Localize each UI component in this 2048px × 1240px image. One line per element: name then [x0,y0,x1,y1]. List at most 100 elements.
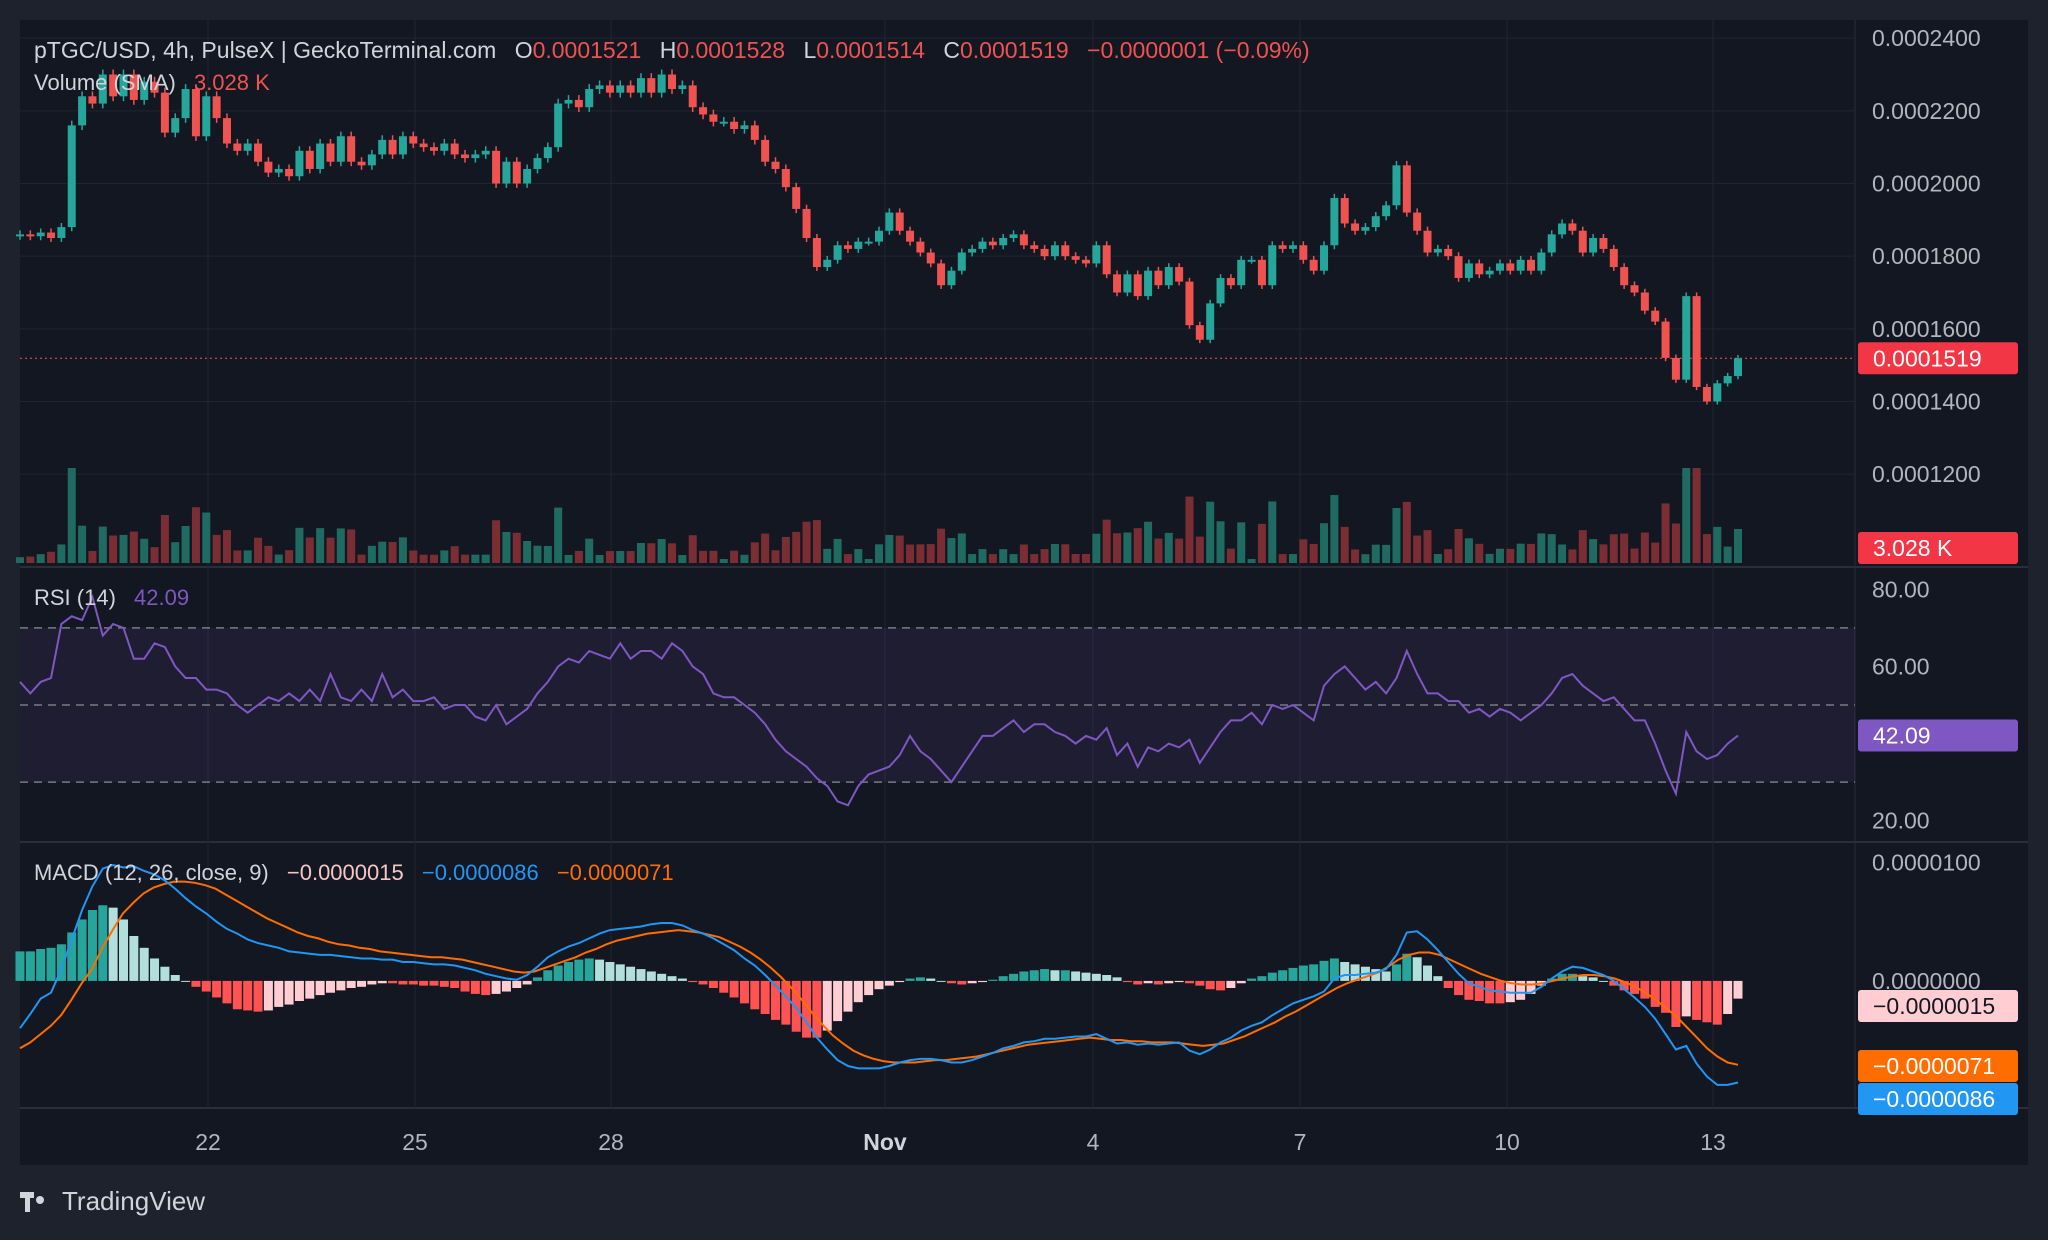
volume-bar [647,543,656,563]
price-tick-label: 0.0001200 [1872,461,1981,487]
candle-body [1558,223,1567,235]
volume-bar [626,551,635,563]
candle-body [67,125,76,228]
macd-histogram-bar [1267,972,1277,981]
macd-histogram-bar [294,980,304,1001]
volume-bar [1133,528,1142,563]
legend-macd-signal: −0.0000071 [557,860,674,885]
volume-bar [109,535,118,563]
macd-histogram-bar [77,919,87,981]
candle-body [378,139,387,155]
macd-histogram-bar [1464,980,1474,1000]
candle-body [1351,223,1360,231]
candle-body [812,238,821,268]
macd-pane: 0.0000100 0.0000000 [15,850,1981,1086]
tradingview-logo-icon [20,1191,54,1212]
volume-bar [988,554,997,563]
macd-histogram-bar [781,980,791,1025]
volume-bar [957,533,966,563]
volume-bar [1050,544,1059,563]
macd-histogram-bar [1143,980,1153,984]
volume-bar [1257,523,1266,563]
macd-histogram-bar [564,962,574,981]
candle-body [574,99,583,108]
volume-bar [574,550,583,563]
candle-body [47,232,56,238]
volume-bar [533,545,542,563]
macd-histogram-bar [1060,970,1070,981]
time-tick-label: 4 [1087,1129,1100,1155]
volume-bar [636,543,645,563]
candle-body [668,74,677,90]
macd-histogram-bar [1174,980,1184,983]
volume-bar [564,554,573,563]
macd-histogram-bar [1350,964,1360,981]
volume-bar [1423,530,1432,563]
macd-histogram-bar [605,962,615,981]
macd-histogram-bar [1236,980,1246,984]
macd-histogram-bar [1598,980,1608,982]
legend-rsi: RSI (14) 42.09 [34,585,189,610]
volume-bar [1092,533,1101,563]
macd-histogram-bar [636,969,646,981]
candle-body [699,107,708,115]
volume-bar [502,532,511,563]
volume-bar [875,544,883,563]
volume-bar [1061,544,1070,563]
macd-histogram-bar [1298,965,1308,981]
candle-body [264,161,273,173]
volume-badge: 3.028 K [1873,535,1953,561]
candle-body [1682,296,1691,380]
macd-histogram-bar [667,976,677,981]
volume-bar [843,554,852,563]
macd-histogram-bar [67,932,77,981]
rsi-value-badge: 42.09 [1873,723,1931,749]
price-tick-label: 0.0001800 [1872,243,1981,269]
volume-bar [1351,549,1360,563]
macd-histogram-bar [439,980,449,987]
legend-high-value: 0.0001528 [676,37,785,63]
candle-body [947,270,956,286]
macd-signal-badge-bg [1858,1050,2018,1082]
volume-bar [906,544,915,563]
volume-bar [1433,554,1442,563]
price-candles [16,69,1742,405]
candle-body [1547,234,1556,253]
volume-bar [160,515,169,563]
volume-bar [1589,539,1598,563]
volume-bar [398,537,407,563]
candle-body [1226,277,1235,286]
macd-histogram-bar [46,947,56,981]
macd-histogram-bar [139,947,149,981]
brand[interactable]: TradingView [20,1186,205,1217]
candle-body [1092,245,1101,264]
candle-body [471,154,480,159]
macd-histogram-bar [274,980,284,1007]
macd-histogram-bar [739,980,749,1004]
candle-body [1206,303,1215,340]
volume-bars [16,468,1742,563]
macd-histogram-bar [719,980,729,993]
candle-body [440,143,449,151]
volume-bar [202,512,211,563]
candle-body [1309,259,1318,271]
macd-hist-badge: −0.0000015 [1873,993,1995,1019]
candle-body [678,85,687,90]
macd-histogram-bar [284,980,294,1005]
rsi-line [19,594,1739,807]
macd-histogram-bar [1216,980,1226,991]
volume-bar [771,550,780,563]
candle-body [1734,358,1742,377]
volume-bar [36,554,45,563]
macd-histogram-bar [1153,980,1163,985]
candle-body [1237,259,1246,286]
macd-histogram-bar [553,965,563,981]
macd-histogram-bar [864,980,874,996]
time-tick-label: 22 [195,1129,221,1155]
candle-body [222,118,231,144]
macd-histogram-bar [170,975,180,981]
volume-bar [1330,495,1339,563]
macd-histogram-bar [1371,969,1381,981]
macd-histogram-bar [388,980,398,984]
